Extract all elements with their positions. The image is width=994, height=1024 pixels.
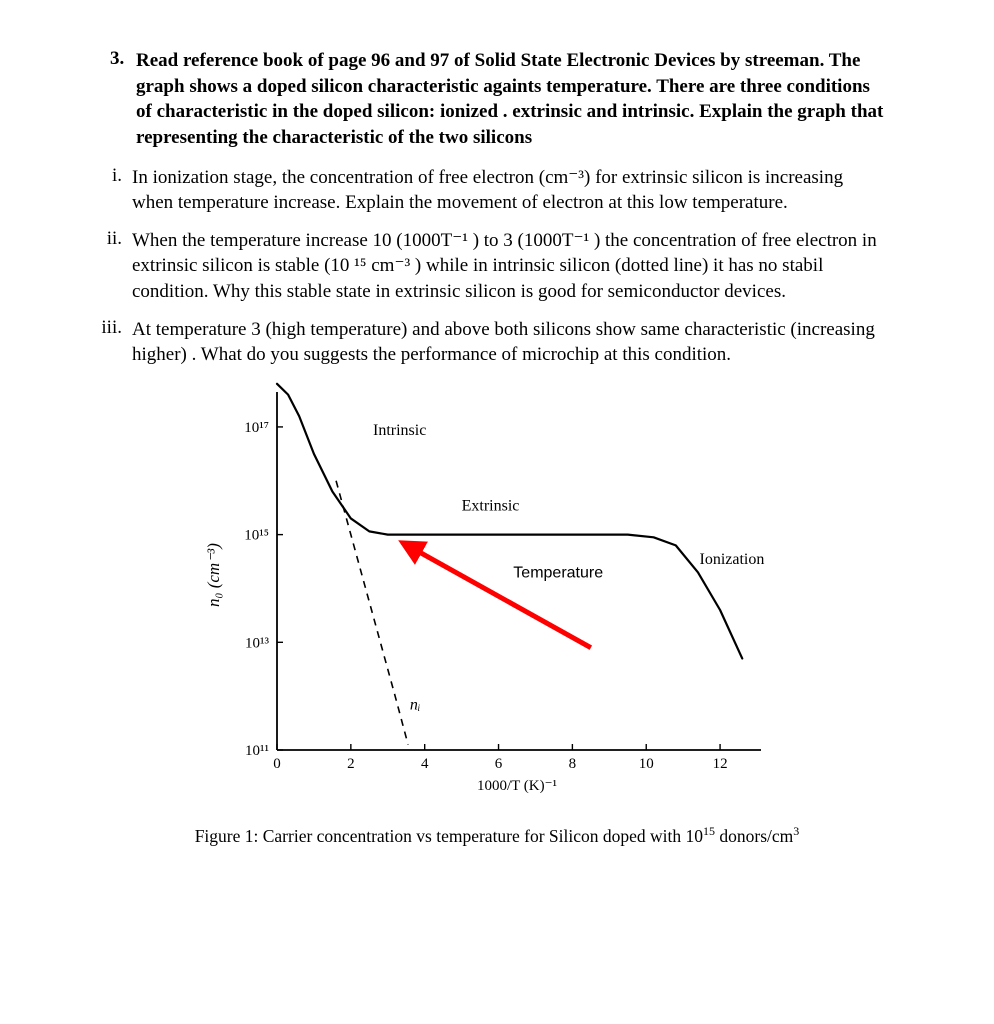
ni-label: nᵢ [410,697,421,714]
caption-prefix: Figure 1: Carrier concentration vs tempe… [195,826,703,846]
subpart-text: When the temperature increase 10 (1000T⁻… [132,228,884,305]
y-axis-label: n₀ (cm⁻³) [204,543,223,607]
temperature-arrow [403,543,591,648]
question-prompt: Read reference book of page 96 and 97 of… [136,48,884,151]
x-axis-label: 1000/T (K)⁻¹ [477,778,557,794]
x-tick-label: 8 [569,756,577,772]
subpart-text: At temperature 3 (high temperature) and … [132,317,884,368]
y-tick-label: 10¹³ [245,635,269,651]
figure-caption: Figure 1: Carrier concentration vs tempe… [195,824,800,847]
ionization-label: Ionization [700,551,765,568]
x-tick-label: 12 [713,756,728,772]
x-tick-label: 0 [273,756,281,772]
figure-area: 0 2 4 6 8 10 12 1000/T (K)⁻¹ 10¹¹ 10¹³ 10¹⁵ 10¹⁷ n₀ … [110,380,884,847]
subpart-label: i. [82,165,132,216]
x-tick-label: 10 [639,756,654,772]
x-tick-label: 6 [495,756,503,772]
y-tick-label: 10¹⁷ [244,420,269,436]
temperature-label: Temperature [513,565,603,582]
subpart-ii: ii. When the temperature increase 10 (10… [82,228,884,305]
x-tick-label: 4 [421,756,429,772]
intrinsic-curve [336,481,408,745]
caption-exp2: 3 [793,824,799,838]
x-tick-label: 2 [347,756,355,772]
intrinsic-label: Intrinsic [373,422,426,439]
subpart-label: iii. [82,317,132,368]
subpart-iii: iii. At temperature 3 (high temperature)… [82,317,884,368]
y-tick-label: 10¹¹ [245,743,269,759]
extrinsic-label: Extrinsic [462,497,520,514]
question-main: 3. Read reference book of page 96 and 97… [110,48,884,151]
subpart-label: ii. [82,228,132,305]
subpart-text: In ionization stage, the concentration o… [132,165,884,216]
question-number: 3. [110,48,136,151]
subpart-i: i. In ionization stage, the concentratio… [82,165,884,216]
caption-suffix: donors/cm [715,826,793,846]
caption-exp: 15 [703,824,715,838]
y-tick-label: 10¹⁵ [244,528,269,544]
carrier-concentration-chart: 0 2 4 6 8 10 12 1000/T (K)⁻¹ 10¹¹ 10¹³ 10¹⁵ 10¹⁷ n₀ … [187,380,807,810]
